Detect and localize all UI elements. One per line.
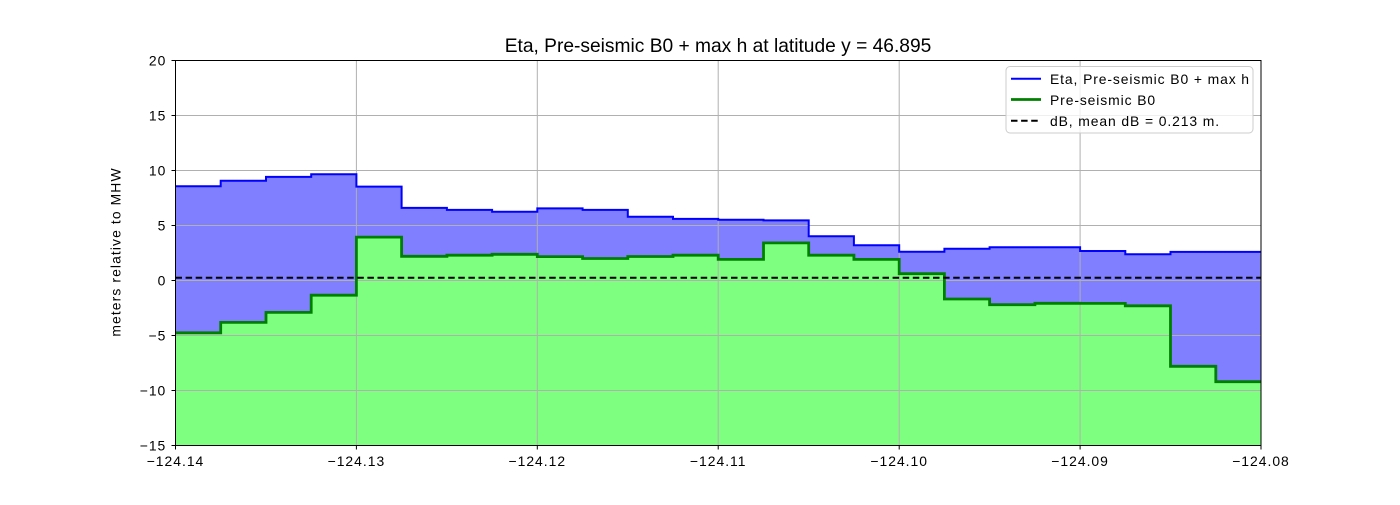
svg-text:−124.14: −124.14 (147, 453, 205, 469)
svg-text:Eta, Pre-seismic B0 + max h: Eta, Pre-seismic B0 + max h (1050, 71, 1250, 87)
svg-text:−5: −5 (148, 327, 166, 343)
svg-text:Eta, Pre-seismic B0 + max h at: Eta, Pre-seismic B0 + max h at latitude … (505, 36, 932, 57)
svg-text:−124.10: −124.10 (870, 453, 928, 469)
svg-text:0: 0 (158, 272, 167, 288)
svg-text:−124.09: −124.09 (1051, 453, 1109, 469)
svg-text:15: 15 (149, 107, 166, 123)
svg-text:−15: −15 (140, 437, 167, 453)
svg-text:−124.11: −124.11 (690, 453, 747, 469)
svg-text:−124.12: −124.12 (508, 453, 566, 469)
svg-text:Pre-seismic B0: Pre-seismic B0 (1050, 92, 1156, 108)
svg-text:20: 20 (149, 52, 166, 68)
svg-text:5: 5 (158, 217, 167, 233)
svg-text:meters relative to MHW: meters relative to MHW (108, 167, 124, 336)
svg-text:−124.13: −124.13 (328, 453, 386, 469)
svg-text:dB, mean dB = 0.213 m.: dB, mean dB = 0.213 m. (1050, 113, 1220, 129)
svg-text:−10: −10 (140, 382, 167, 398)
svg-text:−124.08: −124.08 (1232, 453, 1290, 469)
svg-text:10: 10 (149, 162, 166, 178)
